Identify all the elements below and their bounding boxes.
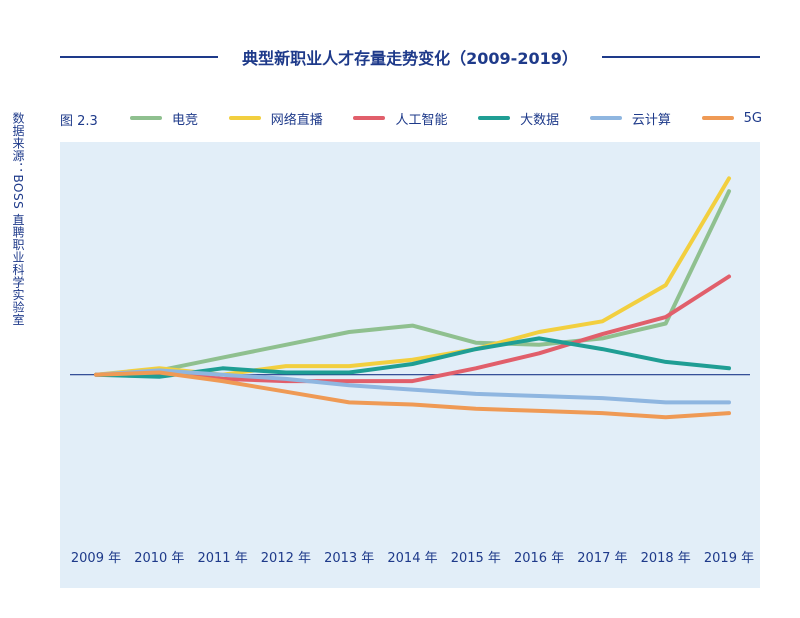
chart-title: 典型新职业人才存量走势变化（2009-2019） [242,49,578,68]
x-tick-label: 2013 年 [324,551,374,566]
legend-swatch [478,116,511,120]
x-tick-label: 2018 年 [641,551,691,566]
x-tick-label: 2015 年 [451,551,501,566]
title-rule-right [601,56,760,58]
title-bar: 典型新职业人才存量走势变化（2009-2019） [60,44,760,70]
x-tick-label: 2017 年 [577,551,627,566]
series-line-5 [94,370,731,420]
title-rule-left [60,56,219,58]
legend: 电竞 网络直播 人工智能 大数据 云计算 5G [130,108,762,128]
legend-item: 大数据 [478,109,559,128]
legend-label: 大数据 [520,112,560,128]
legend-item: 人工智能 [353,109,447,128]
series-line-0 [94,189,731,377]
figure-label: 图 2.3 [60,114,98,129]
x-tick-label: 2016 年 [514,551,564,566]
source-note: 数据来源：BOSS 直聘职业科学实验室 [11,112,25,327]
chart-svg: 2009 年 2010 年 2011 年 2012 年 2013 年 2014 年 2015… [70,176,754,566]
legend-label: 网络直播 [270,112,323,128]
x-tick-label: 2012 年 [261,551,311,566]
legend-swatch [130,116,162,120]
legend-item: 电竞 [130,109,198,128]
legend-swatch [701,116,734,120]
legend-item: 5G [701,110,762,126]
legend-swatch [589,116,622,120]
legend-swatch [353,116,386,120]
legend-label: 人工智能 [395,112,448,128]
x-tick-label: 2019 年 [704,551,754,566]
legend-item: 网络直播 [228,109,323,128]
legend-label: 云计算 [631,112,671,128]
x-tick-label: 2009 年 [71,551,121,566]
series-line-4 [94,368,731,405]
series-line-3 [94,336,731,379]
x-tick-label: 2014 年 [387,551,437,566]
legend-swatch [228,116,261,120]
legend-item: 云计算 [589,109,671,128]
x-tick-label: 2010 年 [134,551,184,566]
plot-area: 2009 年 2010 年 2011 年 2012 年 2013 年 2014 年 2015… [60,142,760,588]
x-tick-label: 2011 年 [197,551,247,566]
legend-label: 5G [743,110,762,126]
series-line-1 [94,176,731,377]
legend-label: 电竞 [172,112,199,128]
